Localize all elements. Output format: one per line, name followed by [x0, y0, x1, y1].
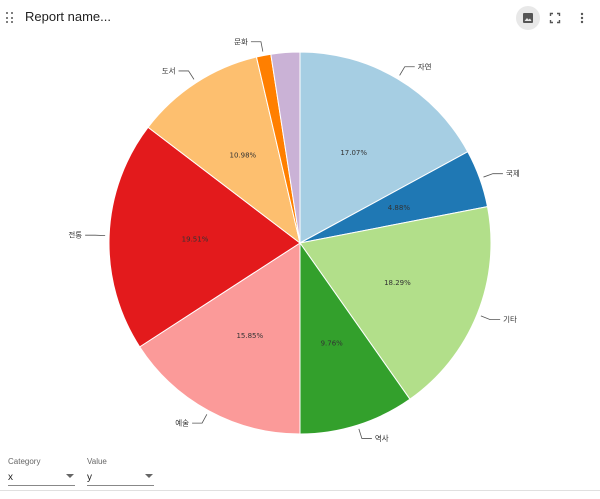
slice-percent-label: 19.51% — [182, 236, 209, 244]
slice-category-label: 국제 — [506, 169, 520, 178]
chevron-down-icon — [145, 474, 153, 478]
image-icon — [523, 13, 533, 23]
category-label: Category — [8, 457, 41, 466]
slice-leader-line — [192, 414, 208, 424]
slice-leader-line — [480, 315, 501, 321]
pie-slice[interactable] — [270, 51, 301, 244]
category-value: x — [8, 472, 13, 483]
pie-chart: 17.07% 자연 4.88% 국제 18.29% 기타 9.76% 역사 15.85% 예술 19… — [68, 37, 520, 443]
slice-leader-line — [399, 66, 415, 76]
fullscreen-button[interactable] — [543, 6, 567, 30]
value-underline — [87, 485, 154, 486]
slice-category-label: 문화 — [234, 37, 248, 46]
image-view-button[interactable] — [516, 6, 540, 30]
drag-handle-icon[interactable] — [6, 12, 16, 24]
chart-controls: Category x Value y — [0, 452, 600, 499]
slice-percent-label: 9.76% — [321, 340, 344, 348]
value-value: y — [87, 472, 92, 483]
report-header: Report name... — [0, 0, 600, 36]
slice-category-label: 자연 — [418, 62, 432, 71]
value-label: Value — [87, 457, 107, 466]
more-options-button[interactable] — [570, 6, 594, 30]
pie-slice[interactable] — [299, 241, 411, 435]
pie-slice[interactable] — [139, 242, 301, 435]
slice-leader-line — [250, 41, 264, 52]
slice-category-label: 역사 — [375, 433, 389, 443]
pie-slice[interactable] — [299, 206, 492, 400]
slice-category-label: 전통 — [68, 230, 82, 240]
footer-divider — [0, 490, 600, 491]
slice-percent-label: 17.07% — [340, 149, 367, 157]
slice-category-label: 기타 — [503, 315, 517, 324]
slice-leader-line — [178, 70, 195, 80]
report-title[interactable]: Report name... — [25, 9, 111, 24]
category-underline — [8, 485, 75, 486]
pie-slice[interactable] — [147, 56, 301, 245]
slice-percent-label: 10.98% — [230, 151, 257, 159]
slice-category-label: 도서 — [162, 66, 176, 75]
slice-percent-label: 15.85% — [236, 332, 263, 340]
slice-category-label: 예술 — [175, 418, 189, 428]
slice-percent-label: 4.88% — [388, 204, 411, 212]
slice-leader-line — [483, 173, 503, 178]
more-vert-icon — [580, 12, 584, 24]
slice-leader-line — [358, 428, 372, 439]
fullscreen-icon — [549, 12, 561, 24]
slice-percent-label: 18.29% — [384, 279, 411, 287]
chevron-down-icon — [66, 474, 74, 478]
pie-slice[interactable] — [108, 126, 301, 348]
pie-slice[interactable] — [299, 51, 469, 244]
